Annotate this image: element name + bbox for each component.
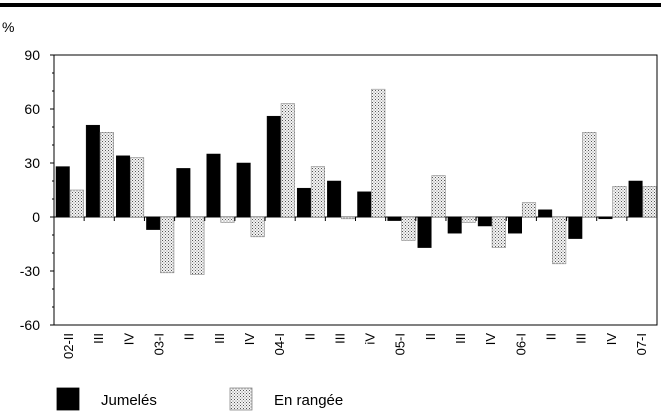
x-tick-label: IV (121, 333, 136, 346)
x-tick-label: III (212, 333, 227, 344)
bar-en-rangee (371, 88, 386, 218)
bar-en-rangee (612, 186, 627, 218)
y-tick-label: 0 (32, 209, 40, 225)
bar-jumeles (85, 124, 100, 218)
bar-en-rangee (280, 103, 295, 218)
bar-en-rangee (160, 216, 175, 274)
x-tick-label: III (332, 333, 347, 344)
bar-jumeles (508, 216, 522, 234)
x-tick-label: II (302, 333, 317, 340)
x-tick-label: III (574, 333, 589, 344)
bar-en-rangee (99, 132, 114, 218)
y-axis-unit: % (2, 19, 14, 35)
x-tick-label: 04-I (272, 333, 287, 355)
x-tick-label: III (91, 333, 106, 344)
y-tick-label: 90 (24, 47, 40, 63)
x-tick-label: 03-I (152, 333, 167, 355)
bar-en-rangee (461, 216, 476, 223)
bar-en-rangee (491, 216, 506, 248)
bar-en-rangee (310, 166, 326, 218)
x-tick-label: IV (483, 333, 498, 346)
bar-jumeles (55, 166, 70, 218)
bar-en-rangee (250, 216, 265, 238)
legend: Jumelés En rangée (56, 387, 343, 411)
x-tick-label: II (423, 333, 438, 340)
bar-jumeles (327, 180, 342, 218)
bar-jumeles (477, 216, 492, 227)
x-tick-label: II (182, 333, 197, 340)
bar-en-rangee (642, 186, 657, 218)
bar-jumeles (628, 180, 643, 218)
x-tick-label: 07-I (634, 333, 649, 355)
bar-jumeles (176, 168, 191, 218)
bar-jumeles (116, 155, 131, 218)
legend-swatch-en-rangee (229, 387, 253, 411)
y-tick-label: -30 (20, 263, 40, 279)
bar-en-rangee (341, 216, 356, 220)
bars-group (53, 88, 657, 275)
bar-jumeles (357, 191, 372, 218)
bar-jumeles (266, 115, 281, 218)
x-tick-label: IV (242, 333, 257, 346)
legend-label-jumeles: Jumelés (101, 392, 157, 409)
plot-frame (53, 54, 658, 326)
bar-en-rangee (130, 157, 145, 218)
x-axis-labels: 02-II III IV 03-I II III IV 04-I II III iV 05-I II II… (61, 333, 649, 359)
x-tick-label: 05-I (393, 333, 408, 355)
legend-label-en-rangee: En rangée (274, 392, 343, 409)
bar-jumeles (568, 216, 583, 239)
y-tick-label: 60 (24, 101, 40, 117)
x-tick-label: 06-I (513, 333, 528, 355)
bar-en-rangee (220, 216, 235, 223)
bar-jumeles (206, 153, 221, 218)
bar-en-rangee (401, 216, 416, 241)
y-axis: 90 60 30 0 -30 -60 (20, 47, 658, 333)
legend-swatch-jumeles (56, 387, 80, 411)
bar-jumeles (146, 216, 161, 230)
bar-jumeles (538, 209, 553, 218)
bar-en-rangee (582, 132, 597, 218)
bar-en-rangee (521, 202, 537, 218)
x-tick-label: iV (363, 333, 378, 345)
bar-jumeles (417, 216, 432, 248)
y-tick-label: 30 (24, 155, 40, 171)
x-tick-label: 02-II (61, 333, 76, 359)
x-tick-label: IV (604, 333, 619, 346)
x-tick-label: II (543, 333, 558, 340)
x-tick-label: III (453, 333, 468, 344)
bar-jumeles (598, 216, 613, 220)
bar-jumeles (296, 187, 311, 218)
y-tick-label: -60 (20, 317, 40, 333)
bar-jumeles (236, 162, 251, 218)
bar-jumeles (447, 216, 462, 234)
bar-en-rangee (431, 175, 446, 218)
bar-en-rangee (552, 216, 567, 265)
bar-en-rangee (190, 216, 205, 275)
bar-en-rangee (69, 189, 84, 218)
bar-jumeles (387, 216, 402, 221)
